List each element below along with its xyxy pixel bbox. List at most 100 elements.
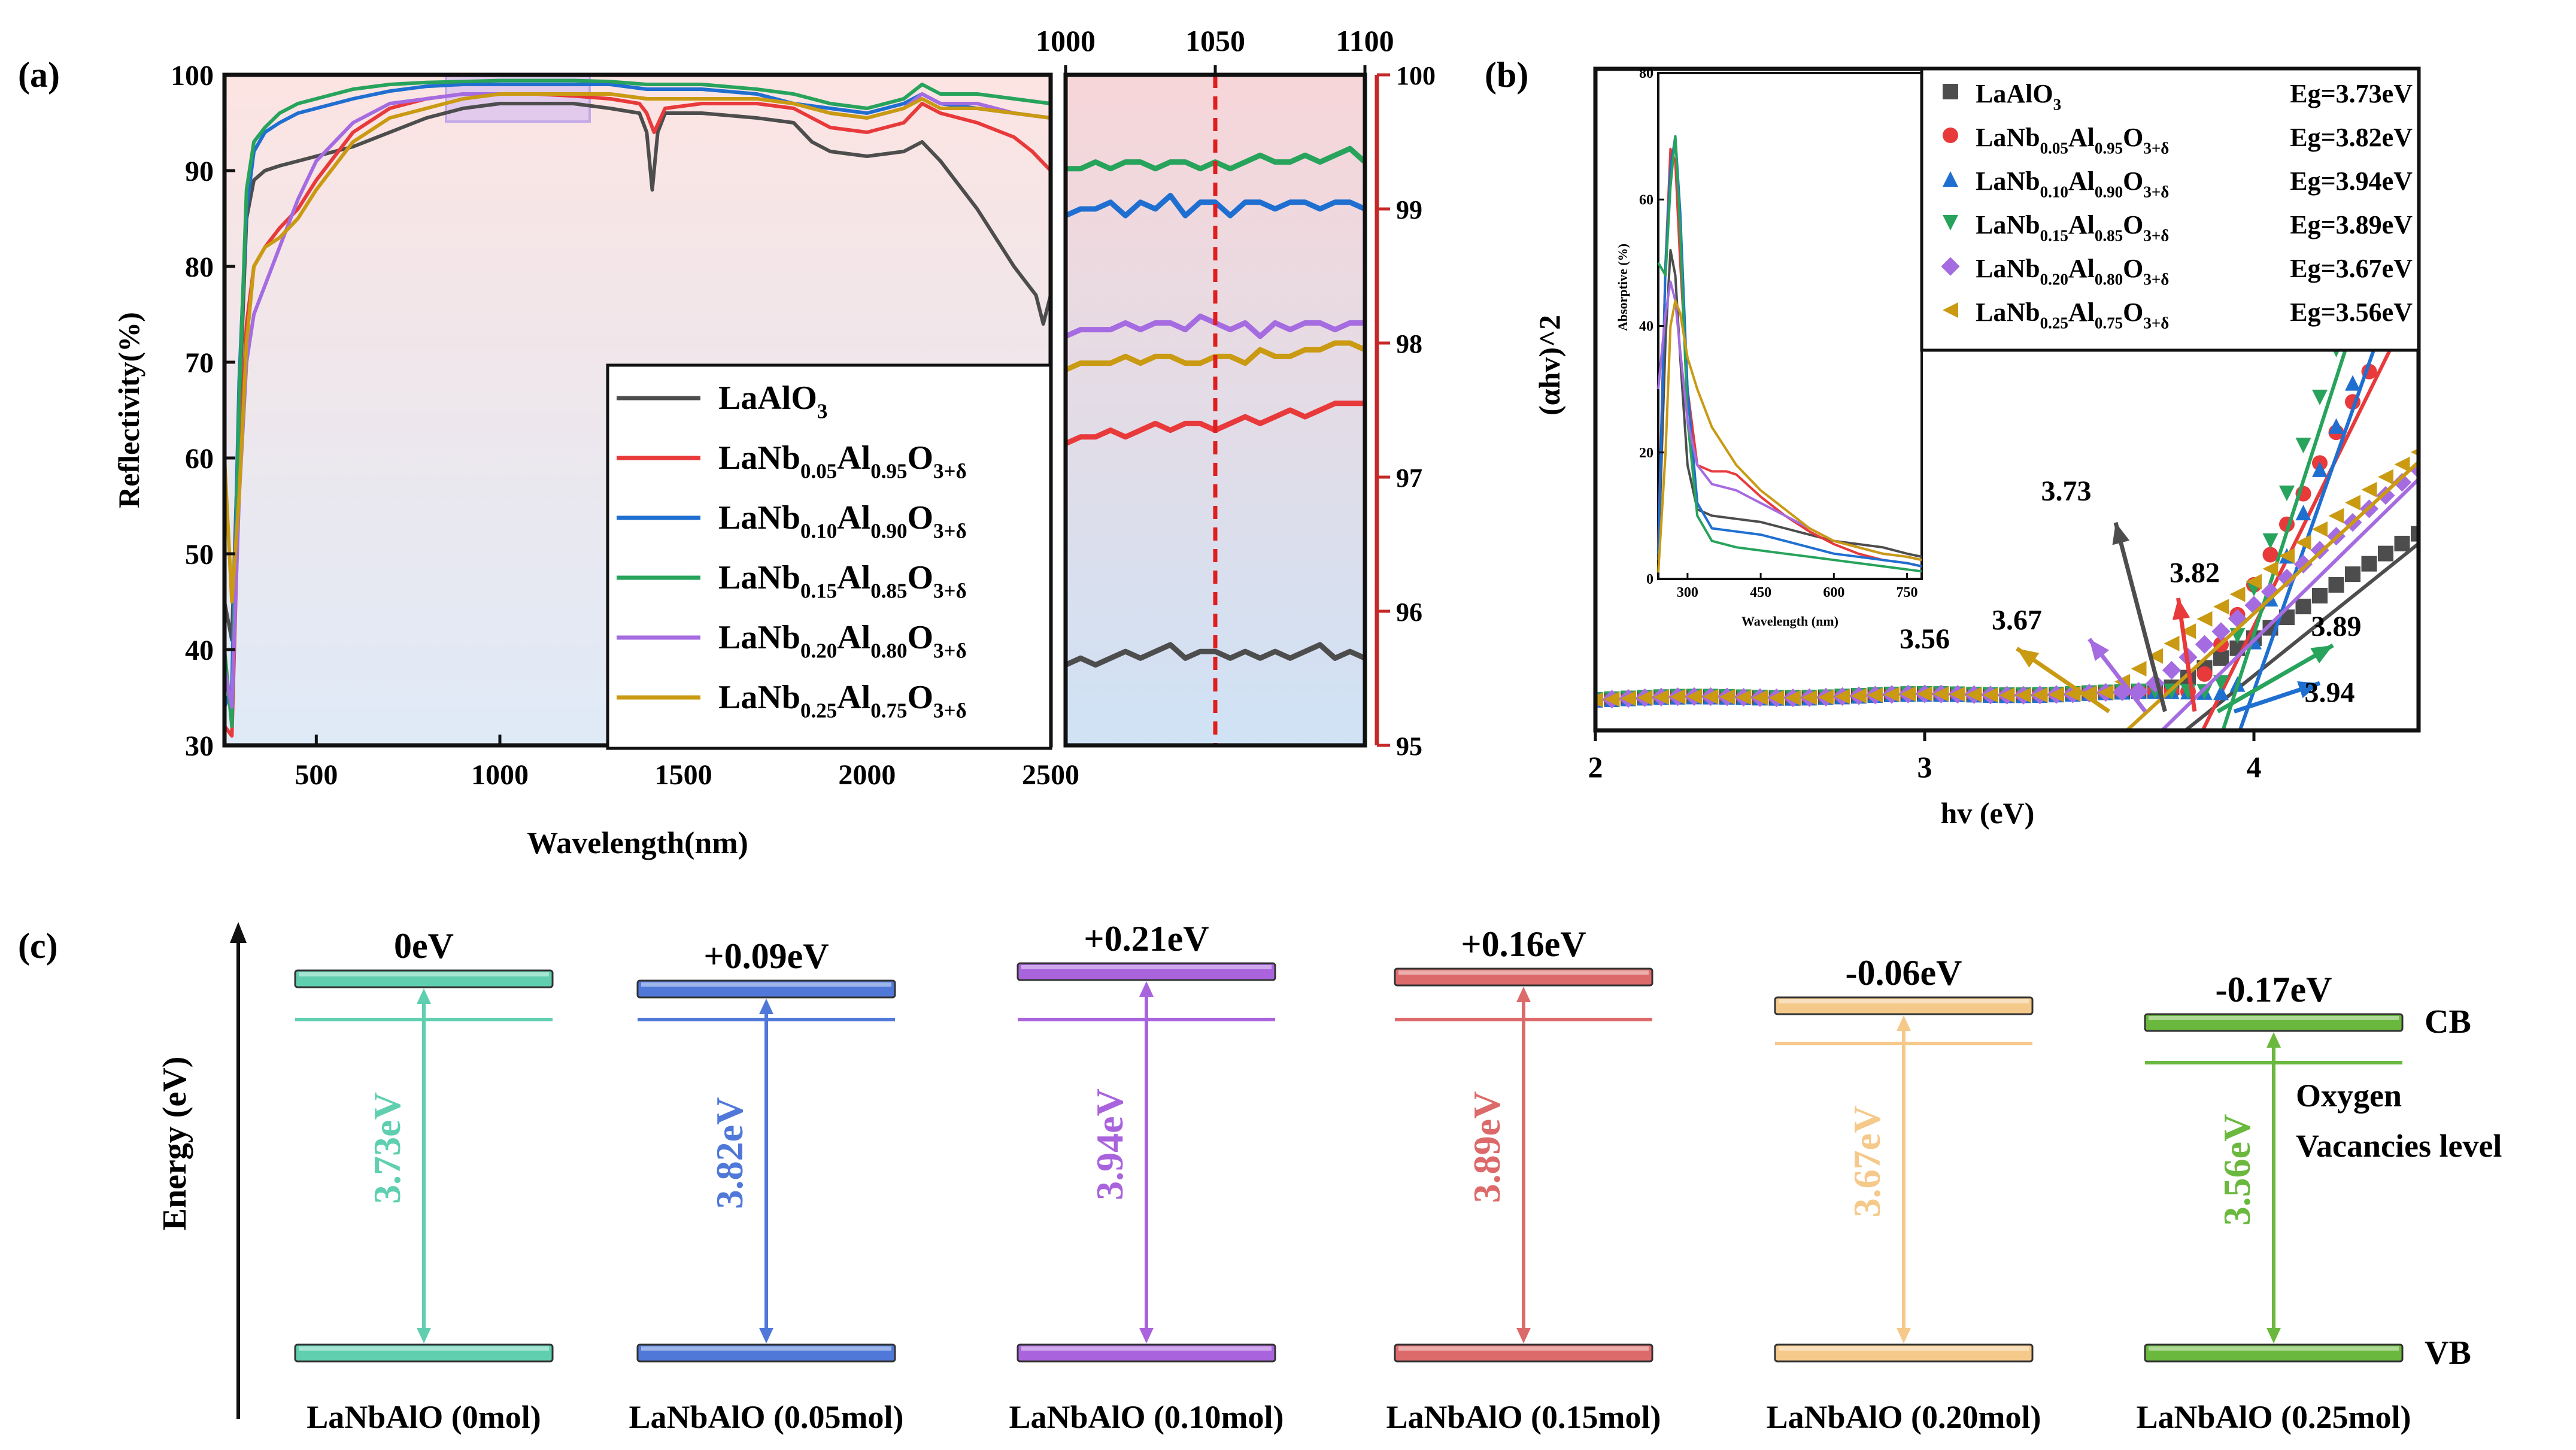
band-diagram: 0eV 3.73eV LaNbAlO (0mol) +0.09eV 3.82eV LaNb… — [294, 919, 2411, 1435]
band-shift-5: -0.17eV — [2216, 970, 2332, 1009]
zoom-series-0 — [1064, 642, 1366, 668]
tauc-point-4 — [2293, 554, 2313, 574]
tauc-gap-label-3: 3.89 — [2311, 611, 2362, 642]
band-gap-value-2: 3.94eV — [1088, 1088, 1131, 1200]
band-gap-value-4: 3.67eV — [1846, 1106, 1888, 1218]
main-series-0 — [223, 102, 1052, 642]
band-cb-highlight-4 — [1779, 999, 2029, 1003]
oxygen-vacancy-label-line1: Oxygen — [2296, 1078, 2402, 1114]
main-y-tick-label-30: 30 — [185, 730, 214, 762]
tauc-point-3 — [2196, 684, 2213, 700]
tauc-gap-arrows: 3.73 3.82 3.94 3.89 3.67 3.56 — [1900, 475, 2362, 714]
tauc-point-5 — [2262, 561, 2278, 577]
inset-series-group — [1657, 135, 1922, 573]
inset-y-tick-label-20: 20 — [1639, 445, 1653, 461]
tauc-y-label: (αhv)^2 — [1533, 315, 1566, 415]
legend-b-label-3: LaNb0.15Al0.85O3+δ — [1976, 210, 2169, 244]
band-vb-bar-0 — [294, 1343, 554, 1363]
tauc-point-2 — [2312, 461, 2328, 477]
tauc-gap-label-0: 3.73 — [2041, 475, 2092, 507]
tauc-arrowhead-1 — [2172, 598, 2190, 620]
tauc-point-5 — [1966, 687, 1982, 703]
band-gap-arrowhead-up-5 — [2266, 1032, 2281, 1048]
band-shift-4: -0.06eV — [1846, 953, 1962, 993]
tauc-point-0 — [2378, 545, 2393, 562]
legend-b-label-0: LaAlO3 — [1976, 79, 2061, 113]
tauc-fit-line-0 — [2182, 542, 2419, 730]
tauc-point-5 — [1900, 686, 1916, 702]
legend-b-marker-2 — [1943, 171, 1958, 187]
tauc-point-4 — [2162, 660, 2181, 680]
band-cb-highlight-5 — [2149, 1016, 2399, 1020]
tauc-point-5 — [2082, 685, 2097, 701]
tauc-point-4 — [2211, 622, 2231, 641]
band-vb-highlight-4 — [1779, 1346, 2029, 1351]
tauc-x-axis: 2 3 4 — [1588, 730, 2262, 784]
band-column-1: +0.09eV 3.82eV LaNbAlO (0.05mol) — [629, 936, 904, 1435]
band-gap-value-5: 3.56eV — [2216, 1114, 2258, 1226]
band-gap-arrowhead-down-1 — [759, 1328, 773, 1343]
band-sample-name-0: LaNbAlO (0mol) — [307, 1399, 541, 1435]
tauc-point-5 — [1637, 690, 1653, 706]
inset-x-tick-label-300: 300 — [1677, 585, 1698, 600]
legend-b-marker-5 — [1943, 302, 1958, 318]
legend-b-marker-3 — [1943, 215, 1958, 230]
main-y-tick-label-80: 80 — [185, 251, 214, 283]
legend-a-label-1: LaNb0.05Al0.95O3+δ — [718, 439, 967, 483]
legend-b-marker-4 — [1941, 257, 1960, 276]
band-gap-value-1: 3.82eV — [708, 1097, 751, 1209]
zoom-right-axis-ticks: 95 96 97 98 99 100 — [1377, 61, 1436, 761]
legend-b-label-5: LaNb0.25Al0.75O3+δ — [1976, 298, 2169, 332]
oxygen-vacancy-label-line2: Vacancies level — [2296, 1128, 2502, 1164]
zoom-right-tick-label-99: 99 — [1396, 195, 1422, 225]
tauc-arrow-0 — [2113, 521, 2167, 712]
band-cb-highlight-1 — [641, 982, 891, 987]
tauc-point-5 — [2131, 660, 2147, 677]
tauc-point-5 — [1983, 687, 1998, 703]
tauc-point-5 — [2394, 456, 2410, 472]
tauc-point-4 — [2228, 609, 2247, 628]
band-gap-arrowhead-up-3 — [1516, 987, 1531, 1002]
main-x-label: Wavelength(nm) — [527, 826, 748, 860]
zoom-right-tick-label-97: 97 — [1396, 463, 1422, 493]
inset-series-3 — [1657, 135, 1922, 573]
legend-a-label-0: LaAlO3 — [718, 380, 827, 423]
tauc-point-0 — [2295, 599, 2311, 615]
tauc-x-tick-label-3: 3 — [1917, 750, 1932, 784]
tauc-x-tick-label-4: 4 — [2247, 750, 2262, 784]
main-y-axis: 30 40 50 60 70 80 90 100 — [171, 60, 235, 762]
band-cb-bar-0 — [294, 969, 554, 988]
tauc-point-3 — [2312, 389, 2328, 405]
main-series-5 — [223, 92, 1051, 603]
tauc-point-4 — [2392, 473, 2412, 492]
tauc-point-5 — [1719, 689, 1735, 705]
main-series-3 — [223, 78, 1051, 728]
zoom-top-axis: 1000 1050 1100 — [1036, 24, 1394, 75]
tauc-point-5 — [1867, 687, 1883, 703]
tauc-point-5 — [2147, 648, 2163, 664]
inset-series-1 — [1657, 147, 1922, 568]
tauc-point-5 — [2295, 535, 2311, 551]
zoom-top-tick-label-1000: 1000 — [1036, 24, 1096, 57]
absorption-inset: 0 20 40 60 80 300 450 600 750 Absorptive (%) Wav… — [1615, 66, 1923, 629]
legend-a-label-3: LaNb0.15Al0.85O3+δ — [718, 559, 967, 603]
tauc-point-0 — [2394, 535, 2410, 551]
band-gap-value-3: 3.89eV — [1466, 1091, 1508, 1203]
tauc-arrowhead-0 — [2112, 522, 2130, 545]
legend-b-marker-1 — [1943, 128, 1958, 143]
zoom-right-tick-label-98: 98 — [1396, 329, 1422, 359]
tauc-point-4 — [2261, 582, 2280, 602]
tauc-point-5 — [1999, 687, 2015, 703]
cb-label: CB — [2425, 1003, 2471, 1041]
tauc-arrowhead-3 — [2310, 645, 2333, 664]
tauc-point-0 — [2312, 587, 2328, 603]
band-sample-name-3: LaNbAlO (0.15mol) — [1386, 1399, 1661, 1435]
panel-a-legend: LaAlO3 LaNb0.05Al0.95O3+δ LaNb0.10Al0.90O3… — [606, 363, 1052, 750]
tauc-point-5 — [1735, 689, 1752, 705]
tauc-point-5 — [1851, 688, 1867, 704]
tauc-point-5 — [1670, 688, 1686, 705]
tauc-point-2 — [2213, 684, 2229, 700]
legend-b-entries: LaAlO3 Eg=3.73eV LaNb0.05Al0.95O3+δ Eg=3.82… — [1941, 79, 2413, 332]
main-y-tick-label-90: 90 — [185, 156, 214, 187]
tauc-point-5 — [1785, 690, 1801, 706]
